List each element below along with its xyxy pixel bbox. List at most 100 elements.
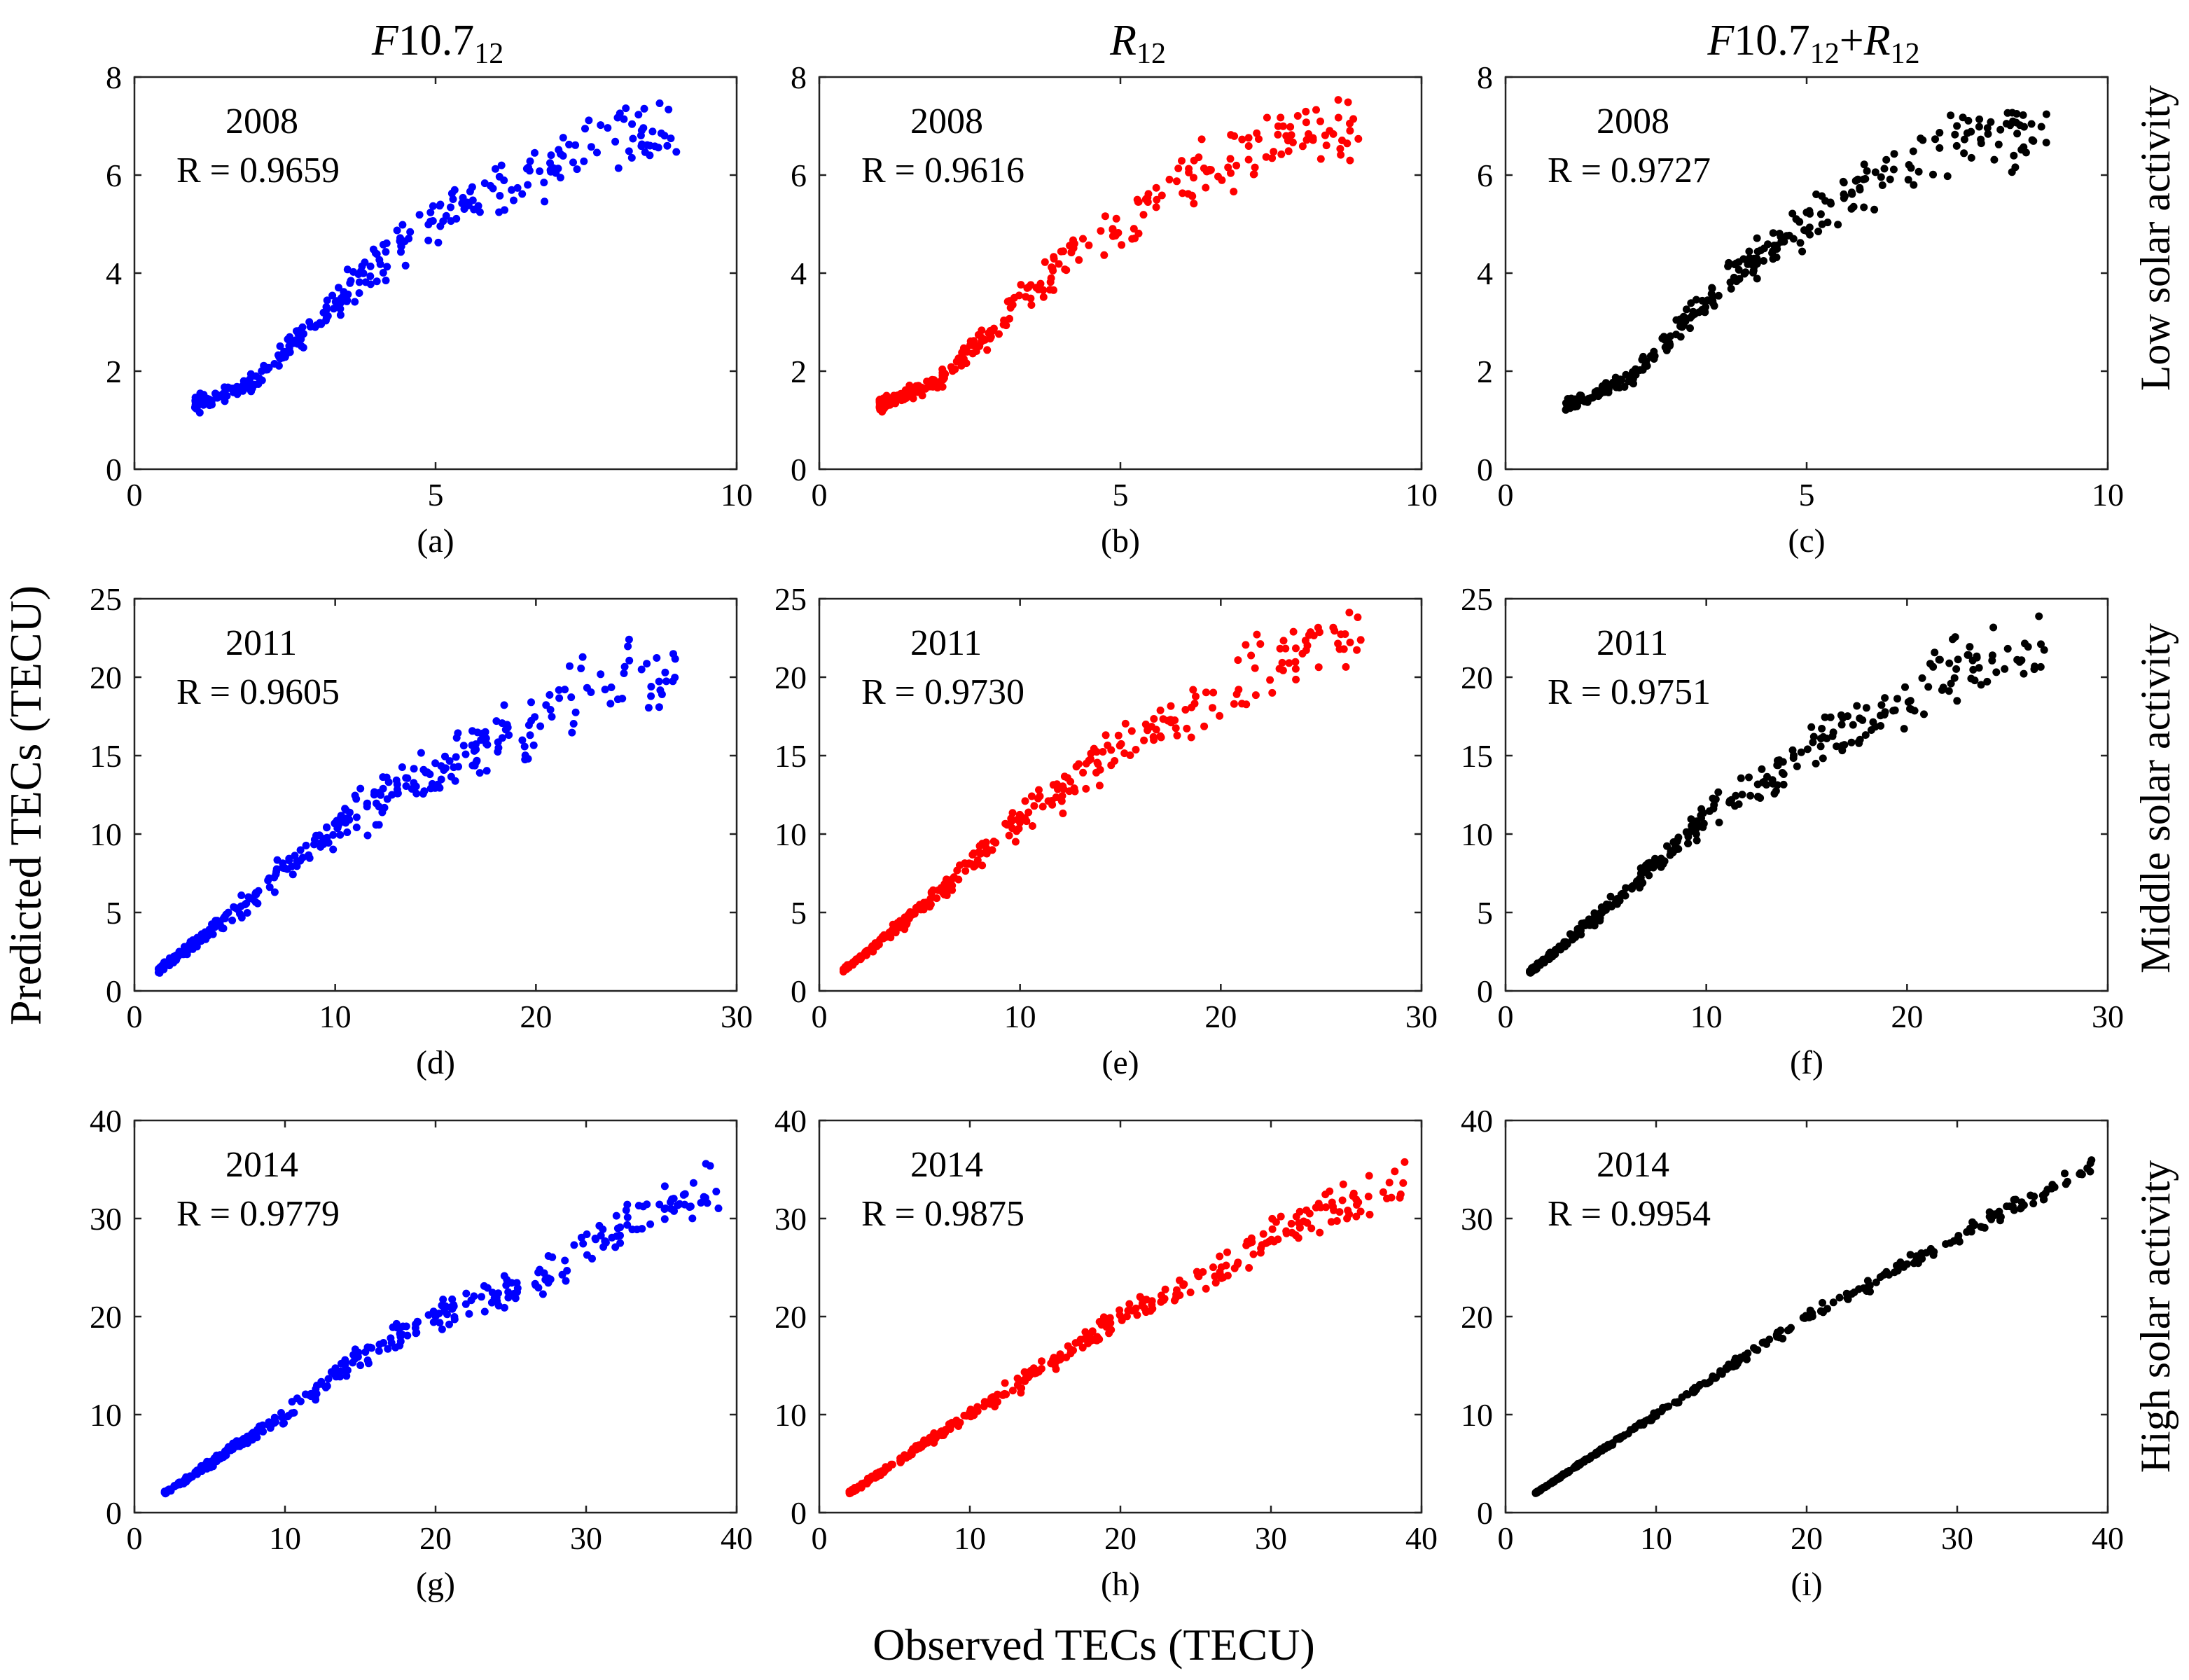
scatter-point xyxy=(1055,260,1063,268)
scatter-point xyxy=(2010,151,2018,160)
scatter-point xyxy=(646,151,654,160)
scatter-point xyxy=(873,941,882,950)
scatter-point xyxy=(987,1396,996,1404)
scatter-point xyxy=(1052,1365,1060,1373)
scatter-point xyxy=(1242,1241,1251,1249)
scatter-point xyxy=(1989,1210,1998,1219)
scatter-point xyxy=(1114,731,1123,740)
scatter-point xyxy=(919,898,928,907)
scatter-point xyxy=(1353,646,1361,654)
scatter-point xyxy=(1165,175,1174,183)
scatter-point xyxy=(1286,123,1295,131)
scatter-point xyxy=(1573,401,1581,410)
scatter-point xyxy=(248,384,256,392)
scatter-point xyxy=(1121,719,1130,728)
scatter-point xyxy=(1639,352,1647,361)
scatter-point xyxy=(624,642,632,651)
scatter-point xyxy=(1758,778,1767,786)
scatter-point xyxy=(915,905,923,913)
scatter-point xyxy=(1929,662,1938,671)
scatter-point xyxy=(1805,207,1814,215)
scatter-point xyxy=(959,355,968,363)
scatter-point xyxy=(611,1243,620,1251)
scatter-point xyxy=(1653,856,1662,864)
x-tick-label: 20 xyxy=(1791,1520,1823,1556)
scatter-point xyxy=(1959,113,1967,122)
scatter-point xyxy=(1270,148,1278,156)
scatter-point xyxy=(1209,704,1216,712)
scatter-point xyxy=(2061,1169,2069,1178)
scatter-point xyxy=(412,1329,420,1338)
scatter-point xyxy=(547,151,555,160)
scatter-point xyxy=(1211,1272,1219,1281)
scatter-point xyxy=(288,862,296,870)
scatter-point xyxy=(323,1382,331,1390)
scatter-point xyxy=(597,1231,605,1240)
scatter-point xyxy=(1060,772,1069,781)
scatter-point xyxy=(214,1455,223,1463)
scatter-point xyxy=(671,674,679,681)
scatter-point xyxy=(1943,172,1952,181)
scatter-point xyxy=(213,917,221,925)
scatter-point xyxy=(383,263,391,271)
scatter-point xyxy=(1765,1335,1774,1344)
scatter-point xyxy=(1365,1210,1374,1219)
scatter-point xyxy=(265,1418,273,1426)
scatter-point xyxy=(1756,794,1765,802)
scatter-point xyxy=(863,1477,871,1485)
scatter-point xyxy=(305,854,314,862)
scatter-point xyxy=(1178,157,1186,165)
scatter-point xyxy=(1600,1443,1608,1451)
scatter-point xyxy=(317,1380,326,1388)
scatter-point xyxy=(1095,1318,1104,1326)
scatter-point xyxy=(1291,658,1300,666)
y-tick-label: 20 xyxy=(774,1299,807,1335)
scatter-point xyxy=(1724,262,1732,270)
year-annotation: 2014 xyxy=(225,1145,298,1185)
scatter-point xyxy=(613,1232,621,1240)
scatter-points xyxy=(875,96,1363,416)
scatter-point xyxy=(336,311,345,319)
scatter-point xyxy=(1994,140,2003,148)
scatter-point xyxy=(193,398,202,406)
scatter-point xyxy=(429,202,437,210)
scatter-point xyxy=(1010,293,1018,302)
x-tick-label: 10 xyxy=(2092,477,2124,513)
scatter-point xyxy=(1881,694,1889,702)
scatter-point xyxy=(1860,160,1868,169)
y-tick-label: 10 xyxy=(1461,817,1493,852)
y-tick-label: 4 xyxy=(106,256,122,291)
scatter-point xyxy=(1735,265,1743,274)
scatter-point xyxy=(2042,139,2050,147)
scatter-point xyxy=(1758,765,1766,773)
scatter-point xyxy=(461,750,470,758)
scatter-point xyxy=(1167,702,1175,710)
scatter-point xyxy=(1837,721,1846,729)
scatter-point xyxy=(1242,641,1250,649)
scatter-point xyxy=(1667,848,1675,856)
scatter-point xyxy=(1046,278,1055,286)
r-annotation: R = 0.9730 xyxy=(861,672,1024,712)
scatter-point xyxy=(337,812,345,820)
scatter-point xyxy=(968,851,977,859)
scatter-point xyxy=(270,360,279,368)
scatter-point xyxy=(1627,882,1636,891)
scatter-point xyxy=(962,1412,971,1420)
scatter-point xyxy=(1006,314,1013,323)
scatter-point xyxy=(474,202,482,210)
scatter-point xyxy=(1833,742,1841,751)
scatter-point xyxy=(1262,153,1270,161)
scatter-point xyxy=(363,831,372,840)
scatter-point xyxy=(875,401,884,409)
r-annotation: R = 0.9779 xyxy=(176,1194,340,1234)
r-annotation: R = 0.9954 xyxy=(1548,1194,1711,1234)
scatter-point xyxy=(943,891,951,899)
scatter-point xyxy=(1829,1298,1837,1307)
scatter-point xyxy=(1537,958,1545,966)
y-tick-label: 0 xyxy=(791,973,807,1009)
scatter-point xyxy=(604,124,612,132)
scatter-point xyxy=(1797,748,1805,756)
scatter-point xyxy=(195,1466,203,1474)
scatter-point xyxy=(660,1182,669,1190)
scatter-point xyxy=(180,943,188,951)
